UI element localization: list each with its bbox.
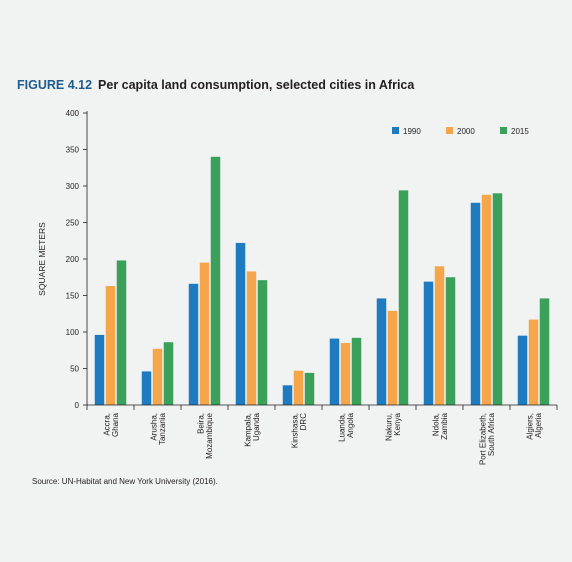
- bar-2015-kampala: [257, 280, 268, 405]
- legend: 1990 2000 2015: [392, 127, 529, 136]
- y-tick-label: 400: [66, 109, 80, 118]
- bar-2000-portelizabeth: [481, 194, 492, 405]
- y-tick-label: 0: [75, 401, 80, 410]
- x-tick-label: Accra,Ghana: [103, 412, 121, 437]
- bar-1990-algiers: [517, 335, 528, 405]
- bar-2015-nakuru: [398, 190, 409, 405]
- x-tick-label: Ndola,Zambia: [432, 412, 450, 439]
- bar-2000-luanda: [340, 342, 351, 405]
- figure-label: FIGURE 4.12: [17, 78, 93, 92]
- bar-1990-kampala: [235, 242, 246, 405]
- bar-1990-ndola: [423, 281, 434, 405]
- bar-2015-luanda: [351, 337, 362, 405]
- x-tick-label: Arusha,Tanzania: [150, 412, 168, 445]
- y-tick-label: 250: [66, 219, 80, 228]
- bar-1990-accra: [94, 334, 105, 405]
- y-tick-label: 150: [66, 292, 80, 301]
- legend-swatch-2000: [446, 127, 453, 134]
- figure-title: Per capita land consumption, selected ci…: [98, 78, 415, 92]
- legend-swatch-2015: [500, 127, 507, 134]
- y-axis-title: SQUARE METERS: [37, 222, 47, 296]
- x-axis: Accra,Ghana Arusha,Tanzania Beira,Mozambiq…: [86, 404, 558, 465]
- x-tick-label: Beira,Mozambique: [197, 412, 215, 458]
- bar-2000-arusha: [152, 348, 163, 405]
- bar-2000-algiers: [528, 319, 539, 405]
- legend-label-2015: 2015: [511, 127, 529, 136]
- bar-1990-luanda: [329, 338, 340, 405]
- source-note: Source: UN-Habitat and New York Universi…: [32, 477, 218, 486]
- y-tick-label: 100: [66, 328, 80, 337]
- legend-swatch-1990: [392, 127, 399, 134]
- x-tick-label: Nakuru,Kenya: [385, 412, 403, 441]
- bar-2015-portelizabeth: [492, 193, 503, 405]
- bar-2015-beira: [210, 156, 221, 405]
- bar-2015-ndola: [445, 277, 456, 405]
- x-tick-label: Algiers,Algeria: [526, 412, 544, 439]
- bar-2000-ndola: [434, 266, 445, 405]
- bar-1990-kinshasa: [282, 385, 293, 405]
- bar-2000-nakuru: [387, 310, 398, 405]
- bar-1990-portelizabeth: [470, 202, 481, 405]
- y-axis: 0 50 100 150 200 250 300 350 400 SQUARE METERS: [37, 109, 88, 410]
- bar-1990-beira: [188, 283, 199, 405]
- bar-2000-kinshasa: [293, 370, 304, 405]
- bar-2015-accra: [116, 260, 127, 405]
- bar-1990-nakuru: [376, 298, 387, 405]
- bar-2000-kampala: [246, 271, 257, 405]
- x-tick-label: Kampala,Uganda: [244, 412, 262, 446]
- x-tick-label: Port Elizabeth,South Africa: [479, 412, 497, 465]
- bar-1990-arusha: [141, 371, 152, 405]
- bar-2000-beira: [199, 262, 210, 405]
- x-tick-label: Luanda,Angola: [338, 412, 356, 441]
- bar-2000-accra: [105, 286, 116, 405]
- x-tick-label: Kinshasa,DRC: [291, 413, 309, 448]
- y-tick-label: 350: [66, 146, 80, 155]
- legend-label-1990: 1990: [403, 127, 421, 136]
- bars-layer: [94, 156, 550, 405]
- y-tick-label: 50: [70, 365, 79, 374]
- bar-2015-algiers: [539, 298, 550, 405]
- y-tick-label: 200: [66, 255, 80, 264]
- chart-title: FIGURE 4.12 Per capita land consumption, …: [17, 78, 414, 92]
- y-tick-label: 300: [66, 182, 80, 191]
- bar-2015-arusha: [163, 342, 174, 405]
- bar-2015-kinshasa: [304, 372, 315, 405]
- legend-label-2000: 2000: [457, 127, 475, 136]
